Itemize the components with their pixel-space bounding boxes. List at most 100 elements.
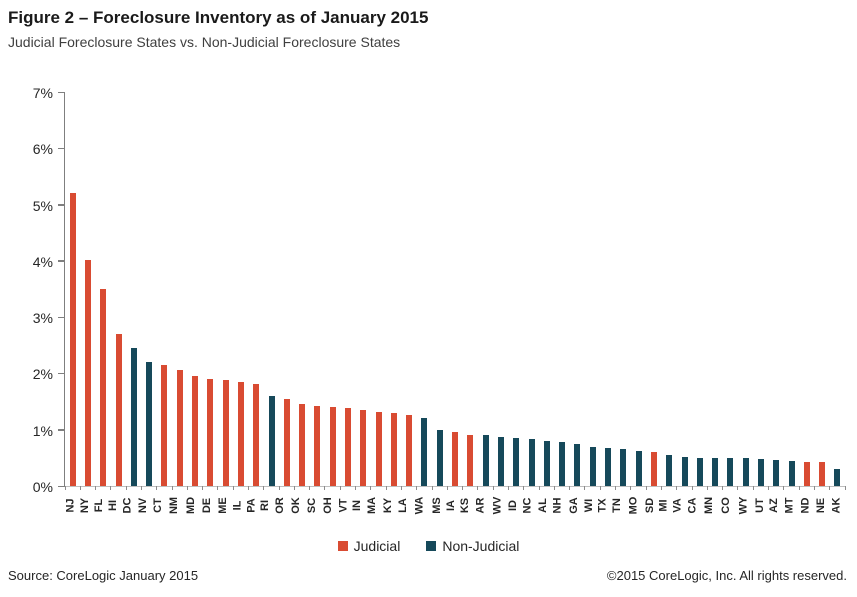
bar-IA [452, 432, 459, 486]
bar-NE [819, 462, 826, 486]
x-tick [248, 486, 250, 490]
bar-slot-RI [264, 92, 279, 486]
x-label-MS: MS [429, 492, 446, 514]
x-label-NE: NE [814, 492, 829, 513]
x-label-GA: GA [566, 492, 583, 514]
x-tick [324, 486, 326, 490]
x-label-text-TN: TN [611, 498, 624, 513]
x-tick [645, 486, 647, 490]
x-tick [431, 486, 433, 490]
bar-slot-MS [432, 92, 447, 486]
x-label-text-OH: OH [322, 497, 334, 514]
x-tick [737, 486, 739, 490]
y-tick-6% [58, 147, 65, 150]
x-label-text-SC: SC [306, 497, 319, 514]
x-tick [492, 486, 494, 490]
chart-legend: Judicial Non-Judicial [0, 538, 857, 554]
x-label-MD: MD [183, 492, 200, 514]
bar-TX [605, 447, 612, 486]
bar-WV [497, 436, 504, 486]
x-axis-labels: NJ NY FL HI DC NV CT NM MD DE ME IL PA RI OR OK SC OH VT IN… [64, 492, 845, 515]
bar-slot-LA [402, 92, 417, 486]
x-tick [584, 486, 586, 490]
plot-area: 0% 1% 2% 3% 4% 5% 6% 7% [33, 85, 846, 495]
x-tick [630, 486, 632, 490]
bar-slot-GA [570, 92, 585, 486]
legend-non-judicial-label: Non-Judicial [442, 538, 520, 554]
bar-SD [650, 452, 657, 486]
bar-slot-DE [203, 92, 218, 486]
bar-KY [390, 412, 397, 486]
bar-RI [268, 395, 275, 486]
x-tick [79, 486, 81, 490]
x-tick [706, 486, 708, 490]
bar-slot-MA [371, 92, 386, 486]
x-label-IA: IA [445, 492, 458, 511]
bar-AR [482, 435, 489, 486]
bar-MA [375, 411, 382, 486]
non-judicial-swatch-icon [426, 541, 437, 551]
x-tick [186, 486, 188, 490]
bar-ND [803, 461, 810, 486]
bar-slot-OH [325, 92, 340, 486]
bar-slot-UT [753, 92, 768, 486]
bar-CO [727, 457, 734, 486]
bar-slot-NV [141, 92, 156, 486]
x-label-WA: WA [411, 492, 429, 515]
x-label-text-PA: PA [245, 498, 258, 513]
x-tick [446, 486, 448, 490]
x-tick [416, 486, 418, 490]
y-tick-label-6%: 6% [32, 141, 53, 158]
bar-slot-WV [493, 92, 508, 486]
x-label-CA: CA [685, 492, 701, 514]
x-label-WV: WV [489, 492, 507, 515]
bar-slot-SC [310, 92, 325, 486]
bar-slot-NY [80, 92, 95, 486]
x-label-text-NV: NV [136, 497, 149, 514]
bar-slot-AK [830, 92, 845, 486]
x-label-text-NJ: NJ [64, 498, 77, 513]
x-tick [110, 486, 112, 490]
x-label-AR: AR [473, 492, 489, 514]
x-label-OR: OR [272, 492, 289, 514]
x-tick [523, 486, 525, 490]
x-label-text-VA: VA [671, 498, 684, 513]
bar-CT [161, 364, 168, 486]
bar-MN [712, 457, 719, 486]
bar-MI [666, 454, 673, 486]
x-label-text-NM: NM [167, 496, 180, 515]
x-label-text-TX: TX [596, 498, 609, 513]
bar-slot-MO [631, 92, 646, 486]
y-tick-label-1%: 1% [32, 422, 53, 439]
bar-slot-VT [340, 92, 355, 486]
x-tick [95, 486, 97, 490]
x-label-ME: ME [215, 492, 232, 514]
bar-slot-NM [172, 92, 187, 486]
x-label-FL: FL [93, 492, 106, 512]
bar-TN [620, 449, 627, 486]
bar-slot-DC [126, 92, 141, 486]
bar-NH [559, 442, 566, 486]
x-tick [844, 486, 846, 490]
bar-FL [100, 288, 107, 486]
x-label-text-RI: RI [258, 500, 271, 511]
x-label-DC: DC [120, 492, 136, 514]
y-tick-label-4%: 4% [32, 253, 53, 270]
x-label-text-WA: WA [413, 496, 426, 515]
x-label-NV: NV [136, 492, 151, 514]
bar-slot-FL [96, 92, 111, 486]
x-label-WI: WI [583, 492, 596, 513]
x-label-IL: IL [232, 492, 245, 511]
x-label-text-WI: WI [583, 498, 596, 513]
x-label-MA: MA [364, 492, 381, 514]
bar-AZ [773, 460, 780, 486]
x-label-OH: OH [320, 492, 337, 514]
bar-slot-MN [707, 92, 722, 486]
x-tick [813, 486, 815, 490]
bar-HI [115, 333, 122, 486]
x-tick [752, 486, 754, 490]
bar-slot-CT [157, 92, 172, 486]
y-tick-1% [58, 429, 65, 431]
x-label-MO: MO [625, 492, 643, 515]
x-label-text-AR: AR [474, 497, 487, 514]
